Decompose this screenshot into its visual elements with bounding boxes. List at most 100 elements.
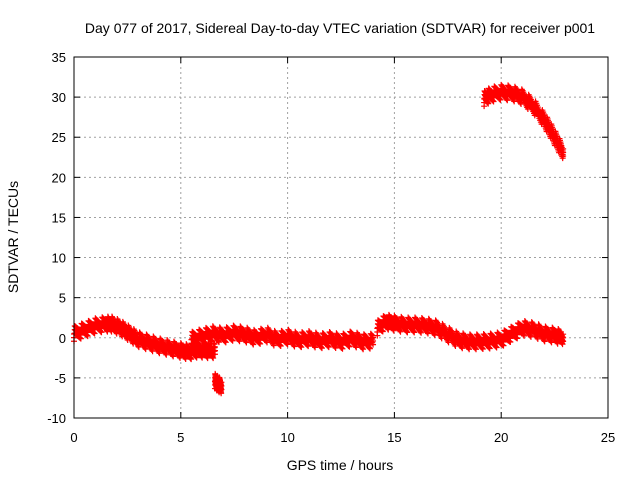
data-point — [83, 332, 90, 339]
data-point — [209, 338, 216, 345]
data-point — [318, 344, 325, 351]
data-point — [193, 354, 200, 361]
data-point — [486, 345, 493, 352]
series-sdtvar-track-a — [71, 313, 218, 363]
data-point — [548, 339, 555, 346]
data-point — [218, 379, 225, 386]
data-point — [243, 339, 250, 346]
y-tick-label: 25 — [52, 130, 66, 145]
data-point — [534, 335, 541, 342]
data-point — [338, 345, 345, 352]
data-point — [222, 339, 229, 346]
data-point — [481, 103, 488, 110]
data-point — [187, 355, 194, 362]
y-tick-label: 0 — [59, 331, 66, 346]
data-point — [177, 354, 184, 361]
data-point — [521, 332, 528, 339]
data-point — [345, 342, 352, 349]
data-point — [370, 334, 377, 341]
series-sdtvar-track-b — [188, 322, 377, 353]
data-point — [256, 340, 263, 347]
data-point — [304, 342, 311, 349]
data-point — [560, 338, 567, 345]
data-point — [297, 343, 304, 350]
data-point — [250, 341, 257, 348]
data-point — [479, 345, 486, 352]
data-point — [390, 327, 397, 334]
data-point — [264, 339, 271, 346]
data-point — [490, 98, 497, 105]
data-point — [374, 332, 381, 339]
data-point — [276, 342, 283, 349]
data-point — [492, 343, 499, 350]
data-point — [98, 329, 105, 336]
data-point — [119, 318, 126, 325]
data-point — [379, 328, 386, 335]
x-tick-label: 25 — [601, 430, 615, 445]
data-point — [452, 343, 459, 350]
data-point — [236, 338, 243, 345]
y-tick-label: 20 — [52, 170, 66, 185]
y-tick-label: 15 — [52, 210, 66, 225]
data-point — [142, 346, 149, 353]
x-tick-label: 15 — [387, 430, 401, 445]
data-point — [135, 344, 142, 351]
data-point — [195, 341, 202, 348]
series-sdtvar-track-c — [374, 311, 567, 353]
y-tick-label: 10 — [52, 251, 66, 266]
data-point — [524, 105, 531, 112]
data-point — [466, 346, 473, 353]
chart-title: Day 077 of 2017, Sidereal Day-to-day VTE… — [85, 20, 595, 36]
data-point — [120, 320, 127, 327]
data-point — [77, 335, 84, 342]
data-point — [210, 355, 217, 362]
x-tick-label: 0 — [70, 430, 77, 445]
data-point — [270, 342, 277, 349]
data-point — [366, 344, 373, 351]
data-point — [507, 339, 514, 346]
data-point — [149, 348, 156, 355]
data-point — [500, 342, 507, 349]
data-point — [339, 345, 346, 352]
data-point — [126, 325, 133, 332]
series-sdtvar-high-track — [481, 81, 567, 162]
data-point — [431, 332, 438, 339]
y-tick-label: 30 — [52, 90, 66, 105]
y-tick-label: 35 — [52, 50, 66, 65]
y-tick-label: 5 — [59, 291, 66, 306]
y-tick-label: -5 — [54, 371, 66, 386]
axis-ticks: 0 5 10 15 20 25 -10 -5 0 5 10 15 20 25 30 35 — [47, 50, 615, 445]
data-point — [397, 328, 404, 335]
data-point — [204, 355, 211, 362]
data-point — [527, 333, 534, 340]
data-point — [459, 345, 466, 352]
data-point — [473, 346, 480, 353]
data-point — [284, 341, 291, 348]
data-point — [170, 353, 177, 360]
data-point — [156, 350, 163, 357]
data-point — [366, 345, 373, 352]
data-point — [218, 386, 225, 393]
data-point — [194, 341, 201, 348]
plot-frame — [73, 56, 609, 419]
data-point — [298, 344, 305, 351]
data-point — [121, 321, 128, 328]
data-point — [360, 346, 367, 353]
data-point — [131, 327, 138, 334]
data-point — [496, 96, 503, 103]
data-point — [182, 355, 189, 362]
x-tick-label: 20 — [494, 430, 508, 445]
data-point — [229, 337, 236, 344]
y-tick-label: -10 — [47, 411, 66, 426]
data-point — [211, 351, 218, 358]
data-point — [188, 343, 195, 350]
data-point — [424, 330, 431, 337]
data-point — [479, 346, 486, 353]
data-point — [202, 339, 209, 346]
data-layer — [71, 81, 567, 397]
data-point — [472, 345, 479, 352]
data-point — [353, 344, 360, 351]
x-tick-label: 5 — [177, 430, 184, 445]
x-axis-title: GPS time / hours — [287, 457, 394, 473]
data-point — [77, 334, 84, 341]
